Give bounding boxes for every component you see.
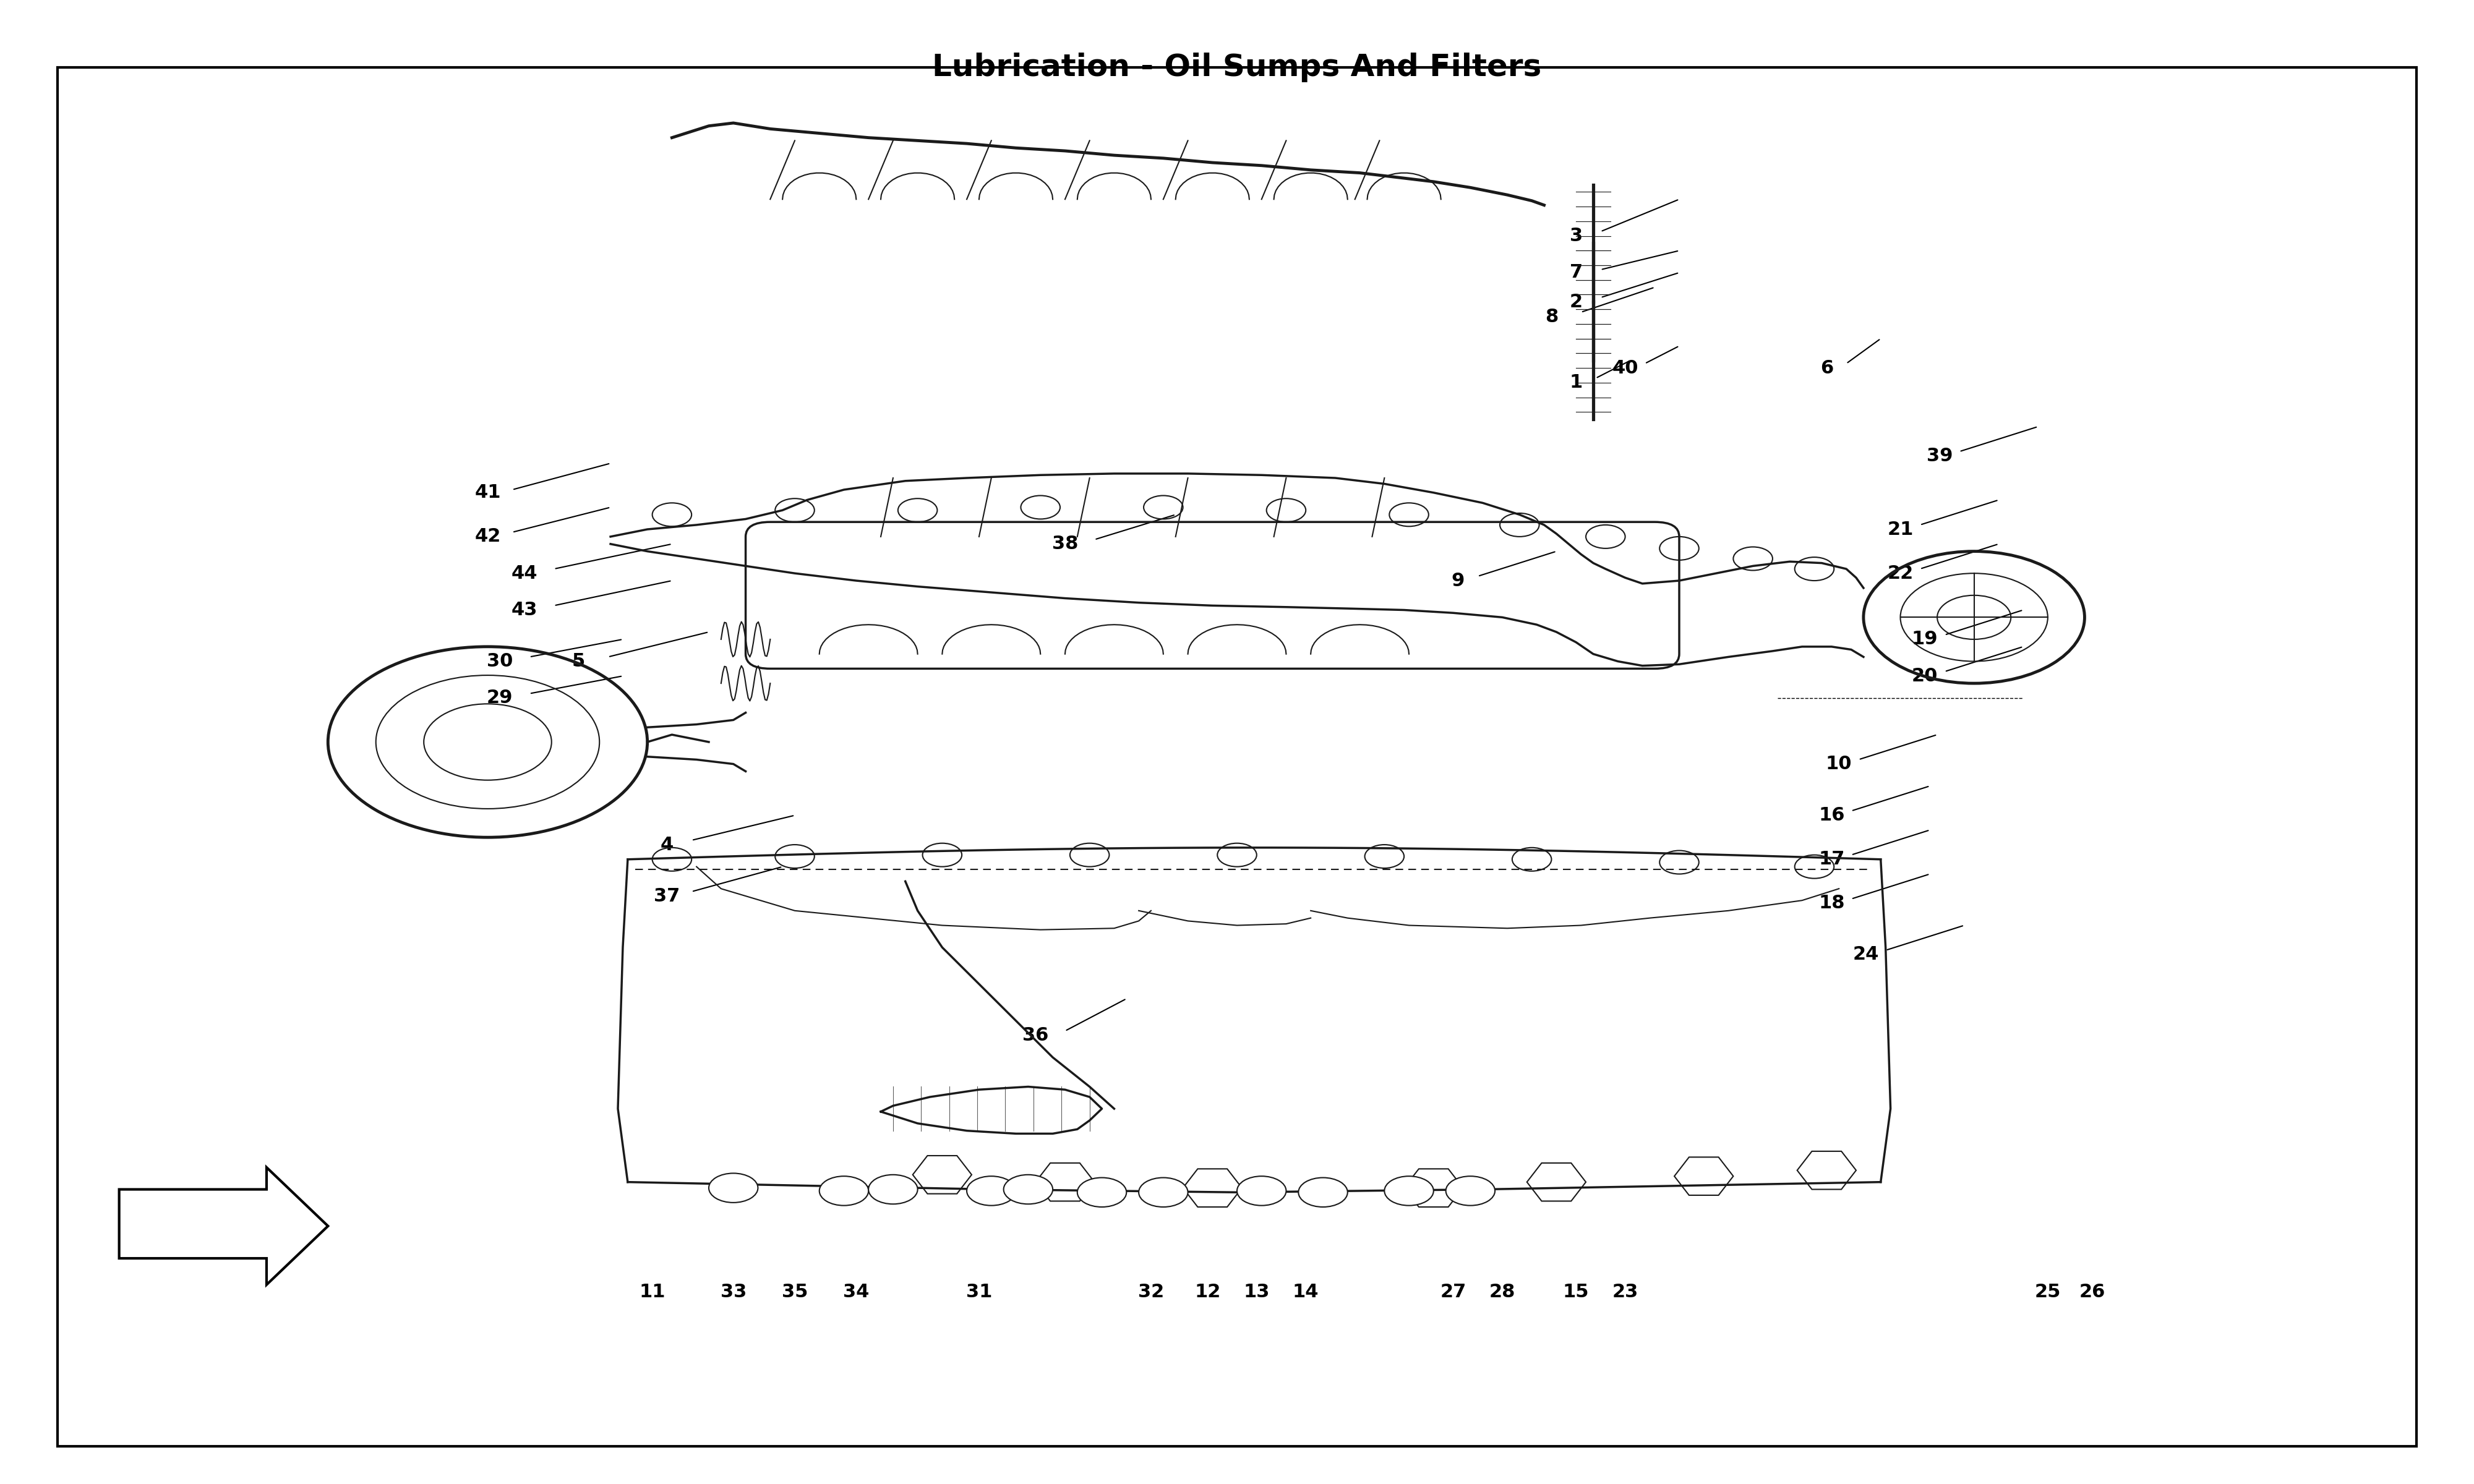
Circle shape	[819, 1177, 868, 1205]
Text: 12: 12	[1195, 1284, 1220, 1301]
Text: 8: 8	[1544, 307, 1559, 325]
Circle shape	[1076, 1178, 1126, 1206]
Circle shape	[1237, 1177, 1286, 1205]
Text: 37: 37	[653, 887, 680, 905]
Text: 4: 4	[661, 835, 673, 853]
Text: 19: 19	[1912, 631, 1937, 649]
Text: 1: 1	[1569, 374, 1583, 392]
Text: 23: 23	[1613, 1284, 1638, 1301]
Text: 16: 16	[1818, 806, 1846, 824]
Circle shape	[1004, 1175, 1054, 1204]
Text: 22: 22	[1888, 564, 1912, 582]
Text: 3: 3	[1569, 227, 1583, 245]
Text: 18: 18	[1818, 895, 1846, 913]
Text: 42: 42	[475, 528, 500, 546]
Text: 11: 11	[638, 1284, 666, 1301]
Text: 17: 17	[1818, 850, 1846, 868]
Text: 14: 14	[1291, 1284, 1319, 1301]
Text: 36: 36	[1022, 1027, 1049, 1045]
Circle shape	[708, 1174, 757, 1202]
Text: 29: 29	[487, 689, 512, 706]
Text: 7: 7	[1569, 264, 1583, 282]
Text: 28: 28	[1489, 1284, 1517, 1301]
Circle shape	[1138, 1178, 1188, 1206]
Circle shape	[967, 1177, 1017, 1205]
Text: 27: 27	[1440, 1284, 1467, 1301]
Text: 32: 32	[1138, 1284, 1165, 1301]
Text: 41: 41	[475, 484, 500, 502]
Text: 38: 38	[1051, 536, 1079, 554]
Text: 10: 10	[1826, 755, 1853, 773]
Text: 6: 6	[1821, 359, 1833, 377]
Text: 25: 25	[2034, 1284, 2061, 1301]
Text: 26: 26	[2078, 1284, 2105, 1301]
Text: 44: 44	[512, 564, 537, 582]
Text: 5: 5	[571, 653, 586, 671]
Text: 2: 2	[1569, 292, 1583, 312]
Text: 31: 31	[965, 1284, 992, 1301]
Circle shape	[1299, 1178, 1348, 1206]
Text: 34: 34	[844, 1284, 868, 1301]
Text: 13: 13	[1244, 1284, 1269, 1301]
Circle shape	[868, 1175, 918, 1204]
Text: 15: 15	[1564, 1284, 1588, 1301]
Text: Lubrication - Oil Sumps And Filters: Lubrication - Oil Sumps And Filters	[933, 52, 1541, 82]
Text: 35: 35	[782, 1284, 809, 1301]
Text: 33: 33	[720, 1284, 747, 1301]
Text: 39: 39	[1927, 447, 1952, 464]
Text: 40: 40	[1613, 359, 1638, 377]
Text: 21: 21	[1888, 521, 1912, 539]
Text: 30: 30	[487, 653, 512, 671]
Text: 43: 43	[512, 601, 537, 619]
Text: 20: 20	[1912, 666, 1937, 686]
Circle shape	[1385, 1177, 1432, 1205]
Circle shape	[1445, 1177, 1494, 1205]
Text: 24: 24	[1853, 945, 1880, 963]
Text: 9: 9	[1452, 571, 1465, 589]
